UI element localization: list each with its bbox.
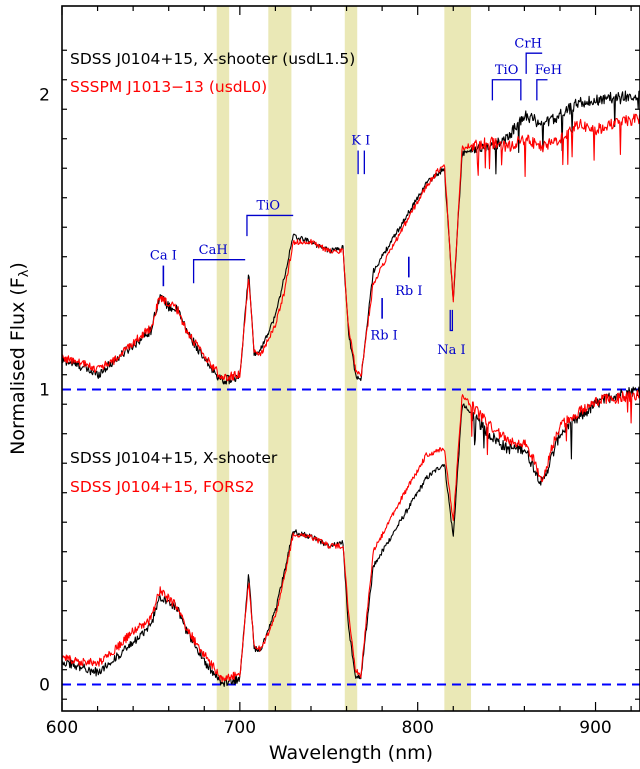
telluric-band-1 [268,6,292,711]
x-tick-label-900: 900 [579,718,611,738]
lower-legend-entry-0: SDSS J0104+15, X-shooter [70,449,278,467]
annotation-label-rb-1: Rb I [370,328,397,343]
telluric-bands [216,6,472,711]
y-axis-label-main: Normalised Flux (F [7,277,29,455]
annotation-label-na: Na I [437,343,465,358]
x-axis-label: Wavelength (nm) [269,742,433,764]
upper-legend-entry-1: SSSPM J1013−13 (usdL0) [70,78,267,96]
annotation-label-tio-1: TiO [257,199,281,214]
series-line-1 [61,113,640,382]
annotation-bracket-feh [536,79,548,101]
annotation-bracket-crh [525,52,543,74]
annotation-label-rb-2: Rb I [395,284,422,299]
spectrum-series [61,90,640,687]
y-axis-label-close: ) [7,262,29,269]
annotation-label-tio-2: TiO [495,63,519,78]
y-tick-label-1: 1 [39,380,50,400]
telluric-band-0 [216,6,230,711]
y-axis-label: Normalised Flux (Fλ) [7,262,32,455]
annotation-bracket-tio-1 [246,214,294,237]
y-axis-label-subscript: λ [17,269,32,277]
x-tick-label-600: 600 [46,718,78,738]
telluric-band-2 [344,6,358,711]
telluric-band-3 [444,6,472,711]
lower-legend-entry-1: SDSS J0104+15, FORS2 [70,478,255,496]
y-tick-label-0: 0 [39,675,50,695]
annotation-label-ki: K I [351,134,370,149]
upper-legend-entry-0: SDSS J0104+15, X-shooter (usdL1.5) [70,50,355,68]
annotation-label-crh: CrH [514,36,542,51]
reference-lines [62,388,640,686]
x-tick-label-800: 800 [401,718,433,738]
annotation-label-feh: FeH [535,63,562,78]
legends: SDSS J0104+15, X-shooter (usdL1.5) SSSPM … [70,50,355,496]
annotation-bracket-na [449,309,454,332]
series-line-3 [61,389,640,683]
y-tick-label-2: 2 [39,85,50,105]
axes: 600 700 800 900 0 1 2 Wavelength (nm) Normalised… [7,5,640,764]
x-tick-label-700: 700 [224,718,256,738]
annotation-bracket-tio-2 [491,79,522,101]
annotation-label-cah: CaH [199,243,228,258]
annotation-bracket-cah [192,259,246,284]
plot-frame [61,5,640,712]
line-annotations: Ca I CaH TiO K I Rb I Rb I Na I TiO CrH FeH [150,36,562,358]
annotation-label-ca: Ca I [150,249,177,264]
